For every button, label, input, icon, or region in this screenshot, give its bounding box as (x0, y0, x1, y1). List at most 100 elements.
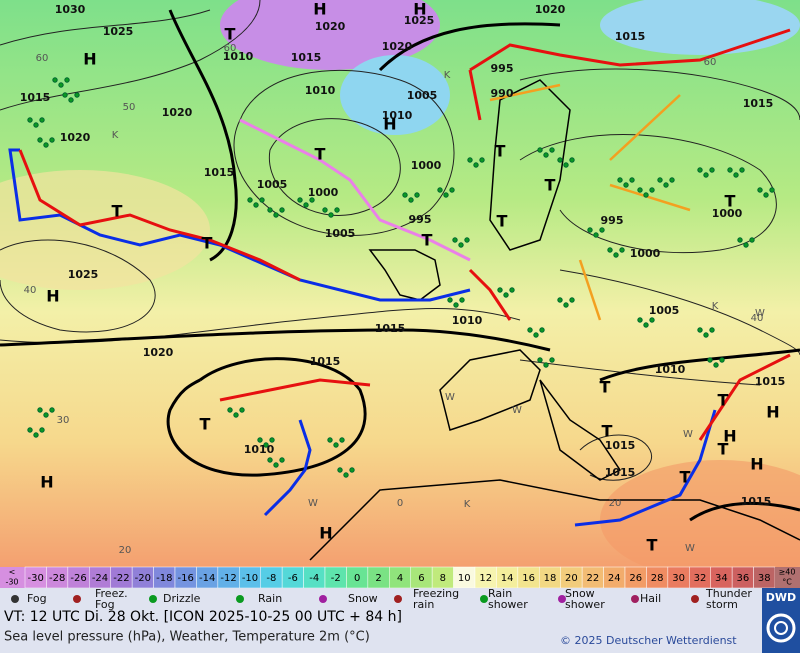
rain-dot (257, 437, 263, 443)
copyright: © 2025 Deutscher Wetterdienst (560, 634, 737, 647)
rain-dot (617, 177, 623, 183)
pressure-label: 990 (491, 87, 514, 100)
pressure-label: 1010 (382, 109, 413, 122)
weather-icon (631, 595, 639, 603)
pressure-label: 1010 (452, 314, 483, 327)
rain-dot (763, 192, 769, 198)
rain-dot (449, 187, 455, 193)
weather-icon (73, 595, 81, 603)
logo: DWD (766, 591, 796, 604)
rain-dot (273, 212, 279, 218)
weather-icon (394, 595, 402, 603)
cold-front (263, 419, 312, 517)
temperature-scale: <-30 -30 -28 -26 -24 -22 -20 -18 -16 -14 -12 -10 -8-… (0, 566, 800, 589)
scale-label: -22 (113, 573, 129, 584)
rain-dot (599, 227, 605, 233)
scale-label: -24 (92, 573, 108, 584)
pressure-label: 1025 (404, 14, 435, 27)
cold-front (574, 409, 717, 527)
scale-label: -28 (49, 573, 65, 584)
rain-dot (303, 202, 309, 208)
rain-dot (459, 297, 465, 303)
scale-label: 12 (479, 573, 492, 584)
pressure-center: T (497, 212, 508, 231)
scale-label: 14 (501, 573, 514, 584)
rain-dot (273, 462, 279, 468)
rain-dot (769, 187, 775, 193)
scale-label: 26 (629, 573, 642, 584)
scale-label: -10 (242, 573, 258, 584)
rain-dot (537, 357, 543, 363)
rain-dot (334, 207, 340, 213)
rain-dot (39, 117, 45, 123)
minor-letter: K (112, 130, 119, 141)
pressure-center: H (723, 427, 736, 446)
rain-dot (743, 242, 749, 248)
minor-letter: W (445, 392, 455, 403)
warm-front (698, 353, 791, 441)
weather-label: rain (413, 598, 434, 611)
pressure-label: 1015 (615, 30, 646, 43)
rain-dot (247, 197, 253, 203)
rain-dot (37, 407, 43, 413)
scale-label: 34 (715, 573, 728, 584)
rain-dot (719, 357, 725, 363)
pressure-label: 1020 (535, 3, 566, 16)
grid-label: 40 (751, 313, 764, 324)
pressure-label: 1000 (308, 186, 339, 199)
pressure-label: 1000 (630, 247, 661, 260)
rain-dot (227, 407, 233, 413)
weather-icon (691, 595, 699, 603)
rain-dot (713, 362, 719, 368)
rain-dot (709, 167, 715, 173)
weather-icon (236, 595, 244, 603)
warm-front (219, 378, 371, 402)
scale-upper-unit: °C (782, 578, 792, 587)
rain-dot (569, 297, 575, 303)
pressure-center: T (725, 192, 736, 211)
weather-label: Fog (27, 592, 47, 605)
rain-dot (607, 247, 613, 253)
rain-dot (327, 437, 333, 443)
warm-front (468, 69, 482, 121)
coastlines (309, 79, 800, 561)
rain-dot (613, 252, 619, 258)
logo-icon (766, 613, 796, 643)
rain-dot (509, 287, 515, 293)
rain-dot (49, 137, 55, 143)
pressure-center: T (545, 176, 556, 195)
rain-dot (263, 442, 269, 448)
rain-dot (349, 467, 355, 473)
rain-dot (697, 167, 703, 173)
pressure-label: 1020 (162, 106, 193, 119)
pressure-label: 1015 (741, 495, 772, 508)
scale-label: -4 (309, 573, 319, 584)
rain-dot (727, 167, 733, 173)
rain-dot (452, 237, 458, 243)
pressure-label: 1030 (55, 3, 86, 16)
pressure-label: 995 (409, 213, 432, 226)
warm-front (18, 149, 301, 282)
cold-area (220, 0, 440, 70)
rain-dot (479, 157, 485, 163)
pressure-label: 1015 (605, 439, 636, 452)
rain-dot (337, 467, 343, 473)
rain-dot (737, 237, 743, 243)
pressure-label: 1020 (315, 20, 346, 33)
scale-label: 2 (375, 573, 381, 584)
rain-dot (43, 142, 49, 148)
rain-dot (74, 92, 80, 98)
grid-label: 60 (704, 57, 717, 68)
pressure-label: 1010 (244, 443, 275, 456)
minor-letter: W (308, 498, 318, 509)
weather-label: shower (488, 598, 528, 611)
rain-dot (733, 172, 739, 178)
rain-dot (49, 407, 55, 413)
weather-label: Freez. (95, 587, 128, 600)
minor-letter: W (685, 543, 695, 554)
pressure-center: H (750, 455, 763, 474)
rain-dot (58, 82, 64, 88)
scale-label: 4 (397, 573, 403, 584)
rain-dot (62, 92, 68, 98)
